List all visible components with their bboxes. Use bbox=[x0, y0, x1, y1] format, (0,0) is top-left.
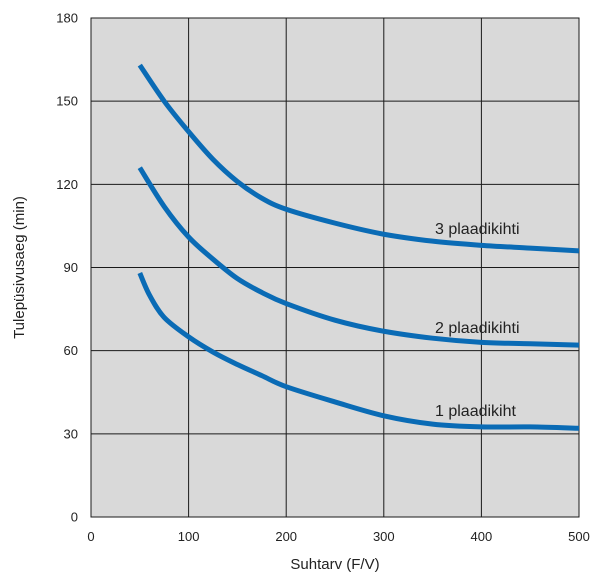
y-tick-label-1: 30 bbox=[64, 426, 78, 441]
series-label-3: 1 plaadikiht bbox=[435, 403, 517, 420]
tick-labels: 0 100 200 300 400 500 0 30 60 90 120 150 180 bbox=[56, 11, 590, 545]
x-tick-label-1: 100 bbox=[178, 529, 200, 544]
series-label-1: 3 plaadikihti bbox=[435, 221, 520, 238]
x-tick-label-3: 300 bbox=[373, 529, 395, 544]
x-tick-label-5: 500 bbox=[568, 529, 590, 544]
x-tick-label-2: 200 bbox=[275, 529, 297, 544]
series-label-2: 2 plaadikihti bbox=[435, 320, 520, 337]
y-tick-label-4: 120 bbox=[56, 177, 78, 192]
grid-lines bbox=[90, 17, 580, 518]
series-line-3 bbox=[137, 272, 580, 431]
x-tick-label-0: 0 bbox=[87, 529, 94, 544]
series-line-1 bbox=[137, 63, 580, 254]
series-line-2 bbox=[137, 166, 580, 348]
y-tick-label-6: 180 bbox=[56, 11, 78, 26]
y-tick-label-5: 150 bbox=[56, 94, 78, 109]
x-axis-label: Suhtarv (F/V) bbox=[290, 556, 379, 573]
y-tick-label-2: 60 bbox=[64, 343, 78, 358]
plot-frame bbox=[90, 17, 580, 518]
series-labels: 3 plaadikihti 2 plaadikihti 1 plaadikiht bbox=[435, 221, 520, 420]
series-lines bbox=[137, 63, 580, 431]
y-axis-label: Tulepüsivusaeg (min) bbox=[11, 196, 28, 339]
x-tick-label-4: 400 bbox=[471, 529, 493, 544]
y-tick-label-3: 90 bbox=[64, 260, 78, 275]
y-tick-label-0: 0 bbox=[71, 510, 78, 525]
